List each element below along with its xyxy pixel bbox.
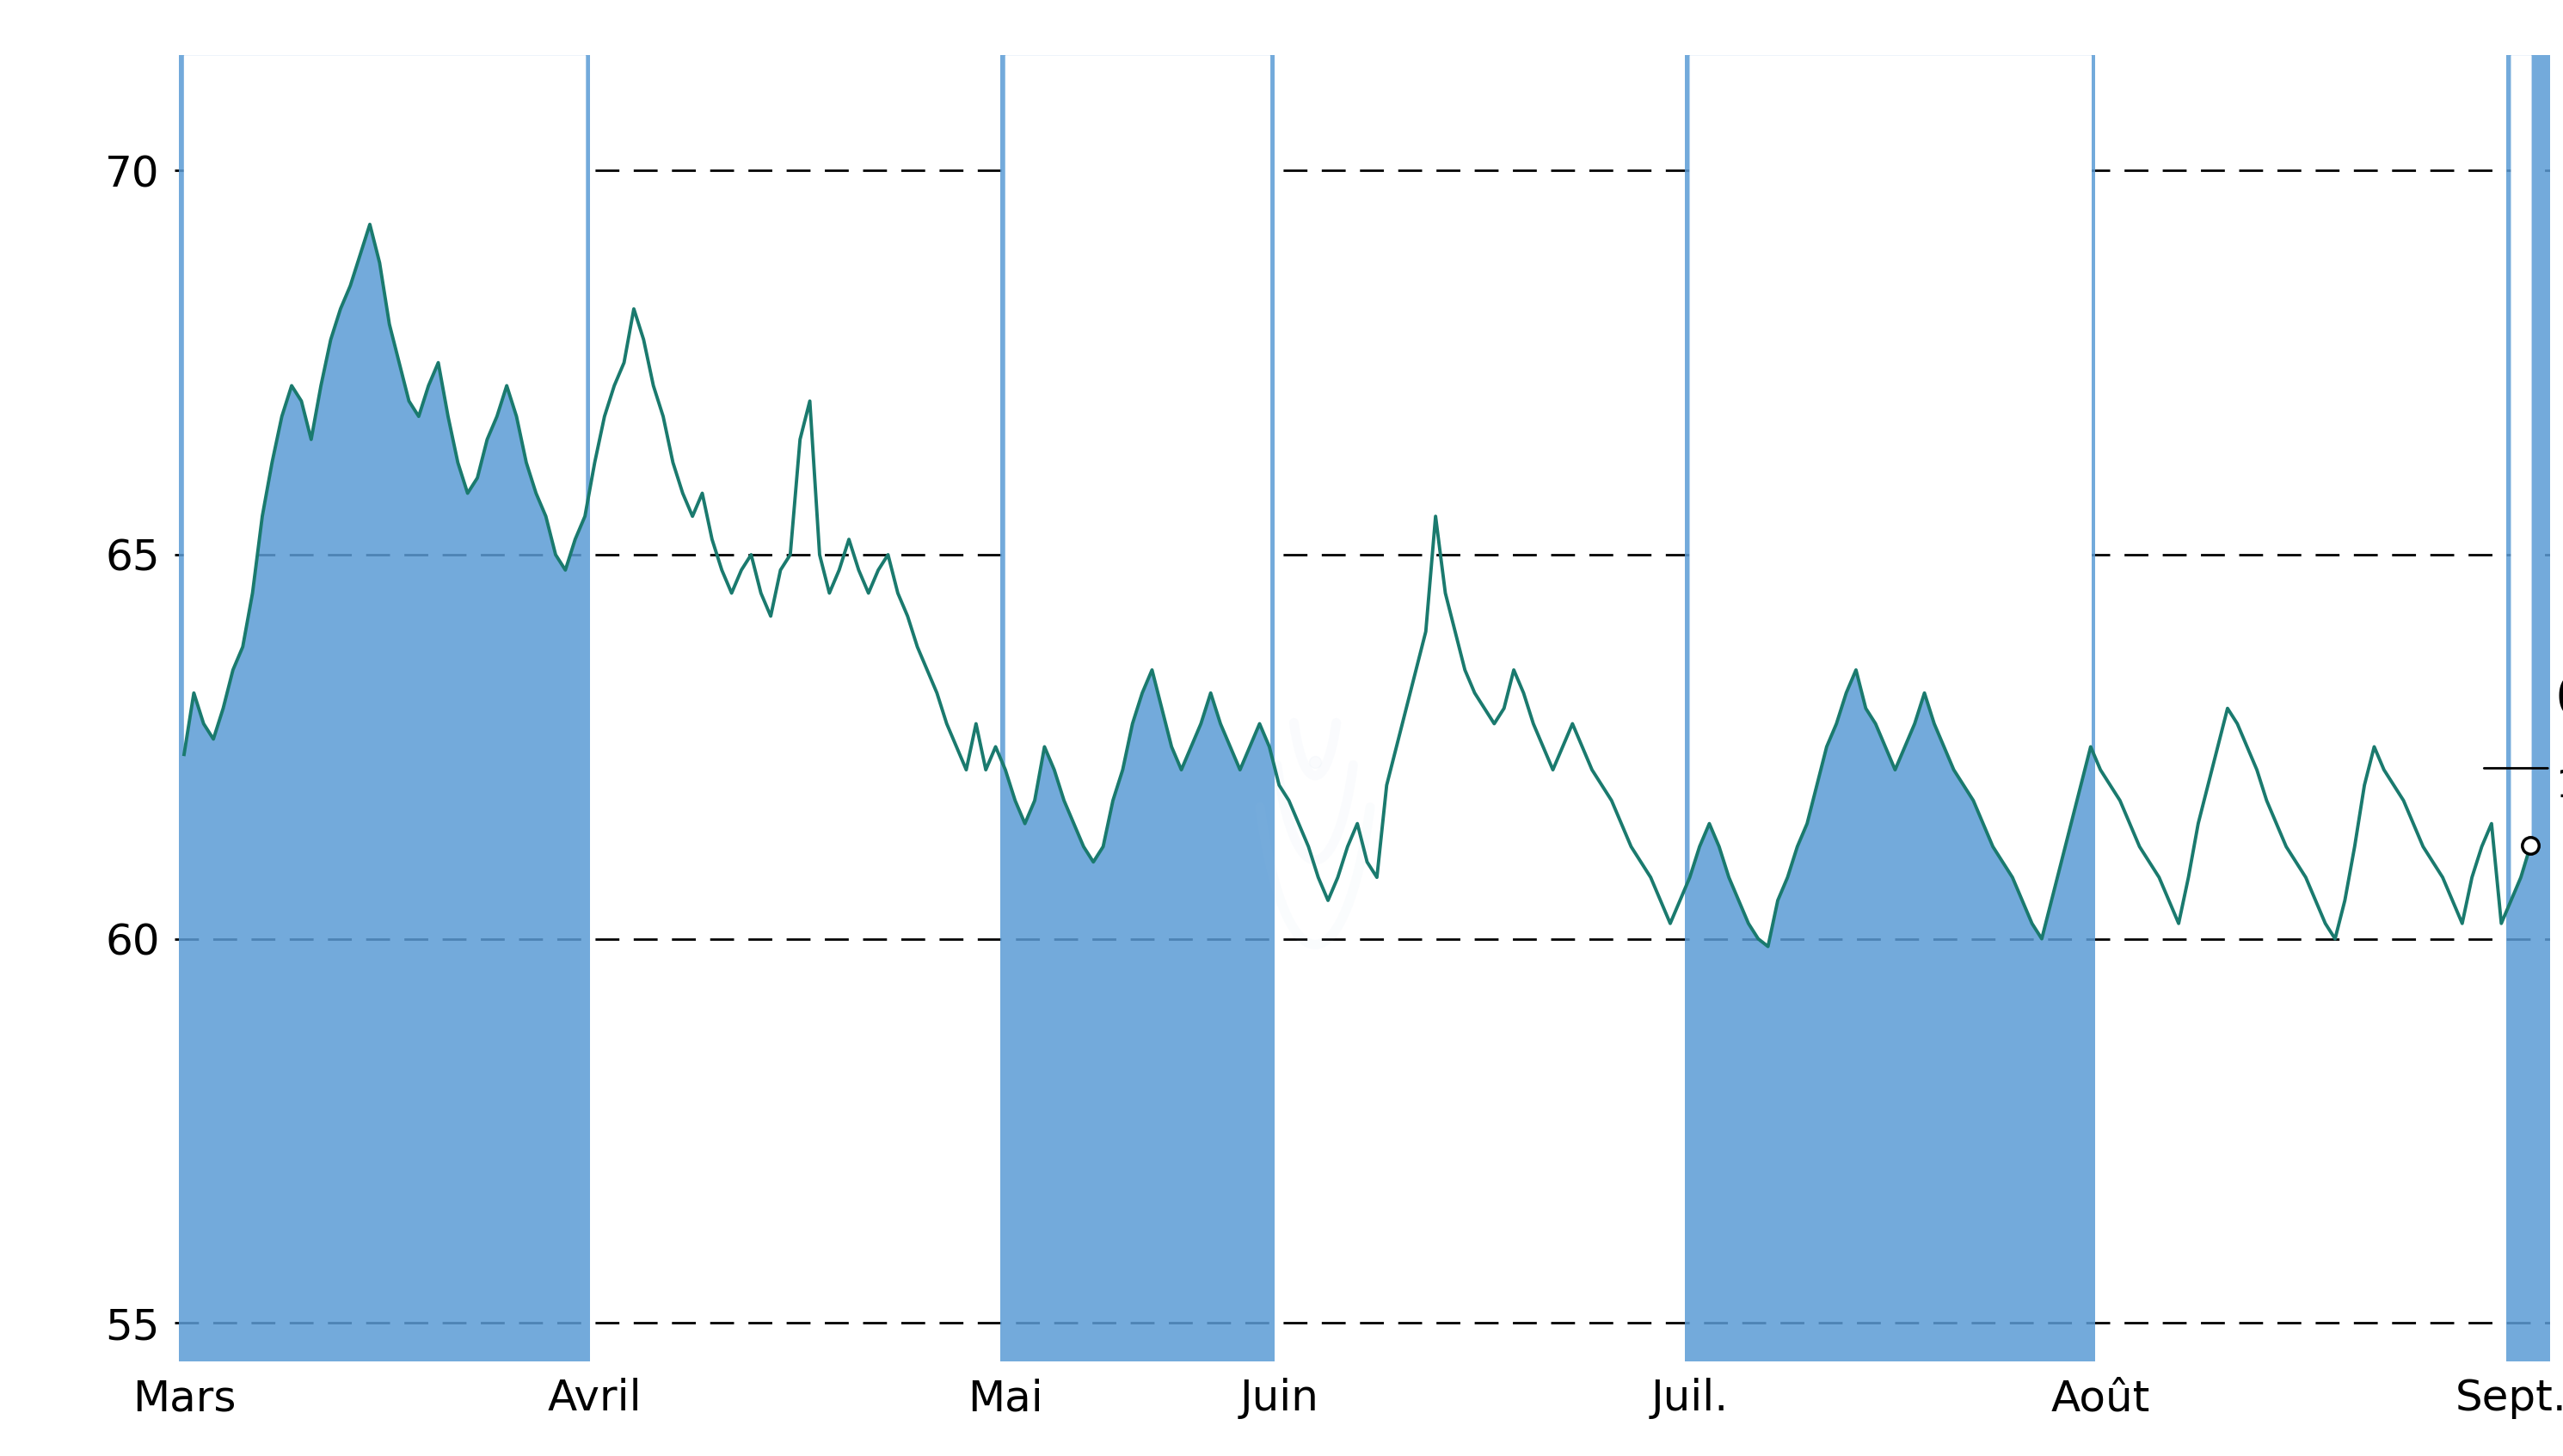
Text: 16/09: 16/09 xyxy=(2555,769,2563,805)
Bar xyxy=(1000,55,1274,1361)
Bar xyxy=(179,55,589,1361)
Text: 61,22: 61,22 xyxy=(2555,671,2563,729)
Text: TOTALENERGIES: TOTALENERGIES xyxy=(846,17,1717,111)
Bar xyxy=(1684,55,2097,1361)
Bar xyxy=(2507,55,2563,1361)
